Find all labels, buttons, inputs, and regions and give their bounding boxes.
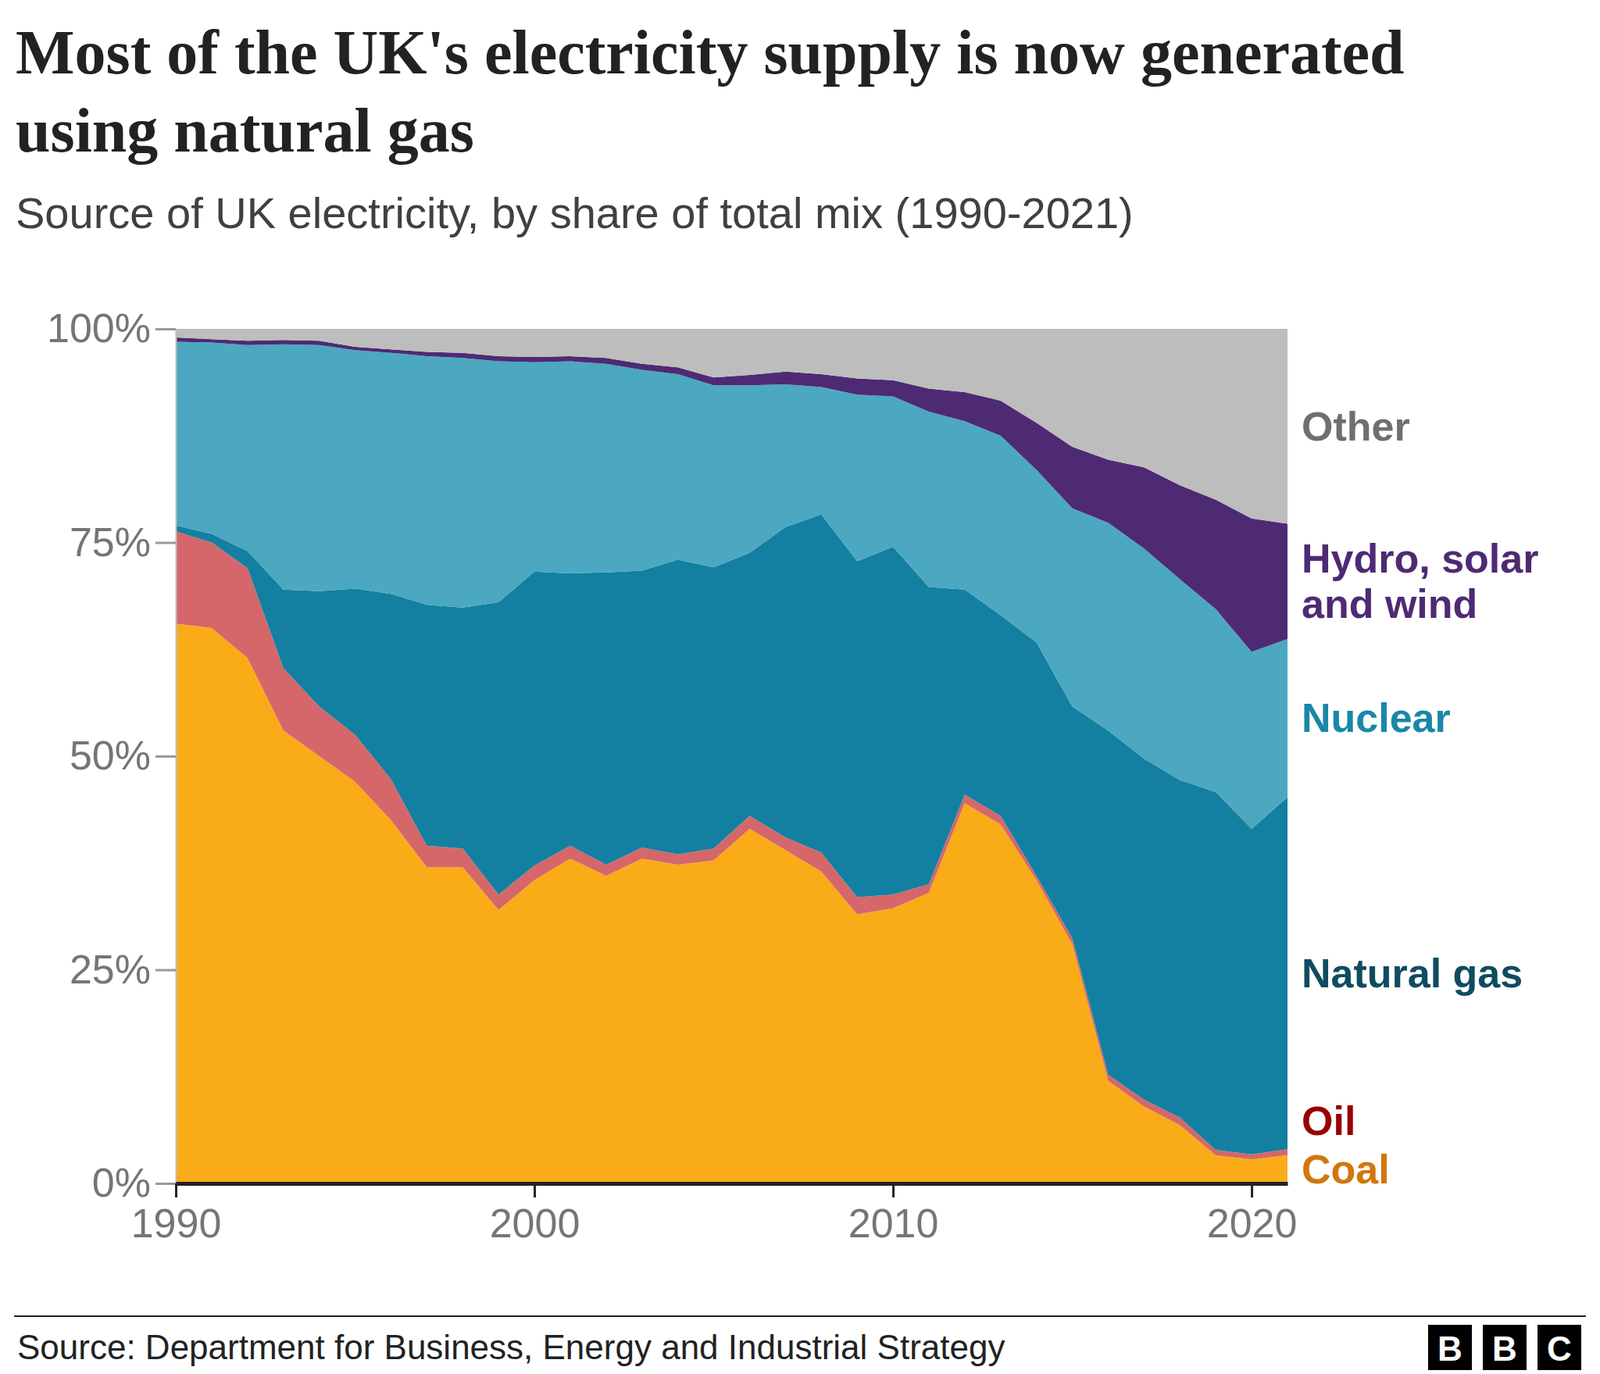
- y-tick-label: 100%: [46, 305, 151, 351]
- y-tick: 100%: [46, 305, 176, 351]
- footer-rule: [14, 1315, 1586, 1318]
- y-tick-label: 75%: [69, 519, 151, 565]
- x-tick: 1990: [131, 1183, 222, 1247]
- y-tick: 0%: [92, 1160, 176, 1206]
- x-tick-label: 1990: [131, 1200, 222, 1247]
- x-tick-mark: [533, 1183, 536, 1198]
- y-tick-mark: [155, 542, 176, 545]
- y-tick: 75%: [69, 519, 176, 565]
- logo-letter: B: [1437, 1329, 1463, 1368]
- x-tick-mark: [892, 1183, 895, 1198]
- series-area: [175, 328, 1288, 524]
- x-tick: 2010: [848, 1183, 940, 1247]
- series-label: Oil: [1301, 1098, 1356, 1144]
- logo-box: [1537, 1325, 1582, 1371]
- plot-area: [175, 328, 1288, 1184]
- text-line: Natural gas: [1301, 950, 1523, 997]
- series-label: Coal: [1301, 1146, 1390, 1193]
- x-tick-label: 2000: [489, 1200, 581, 1247]
- y-tick-mark: [155, 1182, 176, 1186]
- subtitle: Source of UK electricity, by share of to…: [15, 188, 1134, 238]
- y-tick-label: 25%: [69, 946, 151, 993]
- text-line: Other: [1301, 403, 1411, 450]
- x-tick: 2020: [1207, 1183, 1298, 1247]
- y-tick-mark: [155, 755, 176, 758]
- series-label: Hydro, solarand wind: [1301, 535, 1539, 627]
- text-line: Oil: [1301, 1098, 1356, 1144]
- logo-box: [1482, 1325, 1527, 1371]
- y-tick-mark: [155, 969, 176, 972]
- x-axis: 1990 2000 2010 2020: [131, 1183, 1298, 1247]
- series-label: Natural gas: [1301, 950, 1523, 997]
- y-tick-label: 50%: [69, 732, 151, 779]
- x-tick-label: 2020: [1207, 1200, 1298, 1247]
- series-label: Other: [1301, 403, 1411, 450]
- y-tick: 25%: [69, 946, 176, 993]
- logo: BBC: [1428, 1325, 1582, 1371]
- series-labels: CoalOil Natural gas Nuclear Hydro, solarand…: [1301, 403, 1539, 1193]
- text-line: Nuclear: [1301, 695, 1451, 741]
- x-axis-line: [176, 1182, 1289, 1186]
- text-line: and wind: [1301, 581, 1478, 627]
- text-line: Hydro, solar: [1301, 535, 1539, 582]
- x-tick-mark: [1250, 1183, 1254, 1198]
- logo-letter: B: [1492, 1329, 1518, 1368]
- logo-box: [1428, 1325, 1472, 1371]
- text-line: Most of the UK's electricity supply is n…: [15, 17, 1405, 87]
- logo-letter: C: [1546, 1329, 1572, 1368]
- y-tick-mark: [155, 328, 176, 331]
- y-tick: 50%: [69, 732, 176, 779]
- chart: Most of the UK's electricity supply is n…: [0, 0, 1600, 1374]
- source: Source: Department for Business, Energy …: [17, 1328, 1005, 1367]
- series-label: Nuclear: [1301, 695, 1451, 741]
- y-tick-label: 0%: [92, 1160, 151, 1206]
- text-line: Coal: [1301, 1146, 1390, 1193]
- y-axis: 0% 25% 50% 75% 100%: [46, 305, 177, 1206]
- x-tick: 2000: [489, 1183, 581, 1247]
- x-tick-mark: [175, 1183, 178, 1198]
- x-tick-label: 2010: [848, 1200, 940, 1247]
- title: Most of the UK's electricity supply is n…: [15, 17, 1405, 165]
- text-line: using natural gas: [15, 96, 475, 165]
